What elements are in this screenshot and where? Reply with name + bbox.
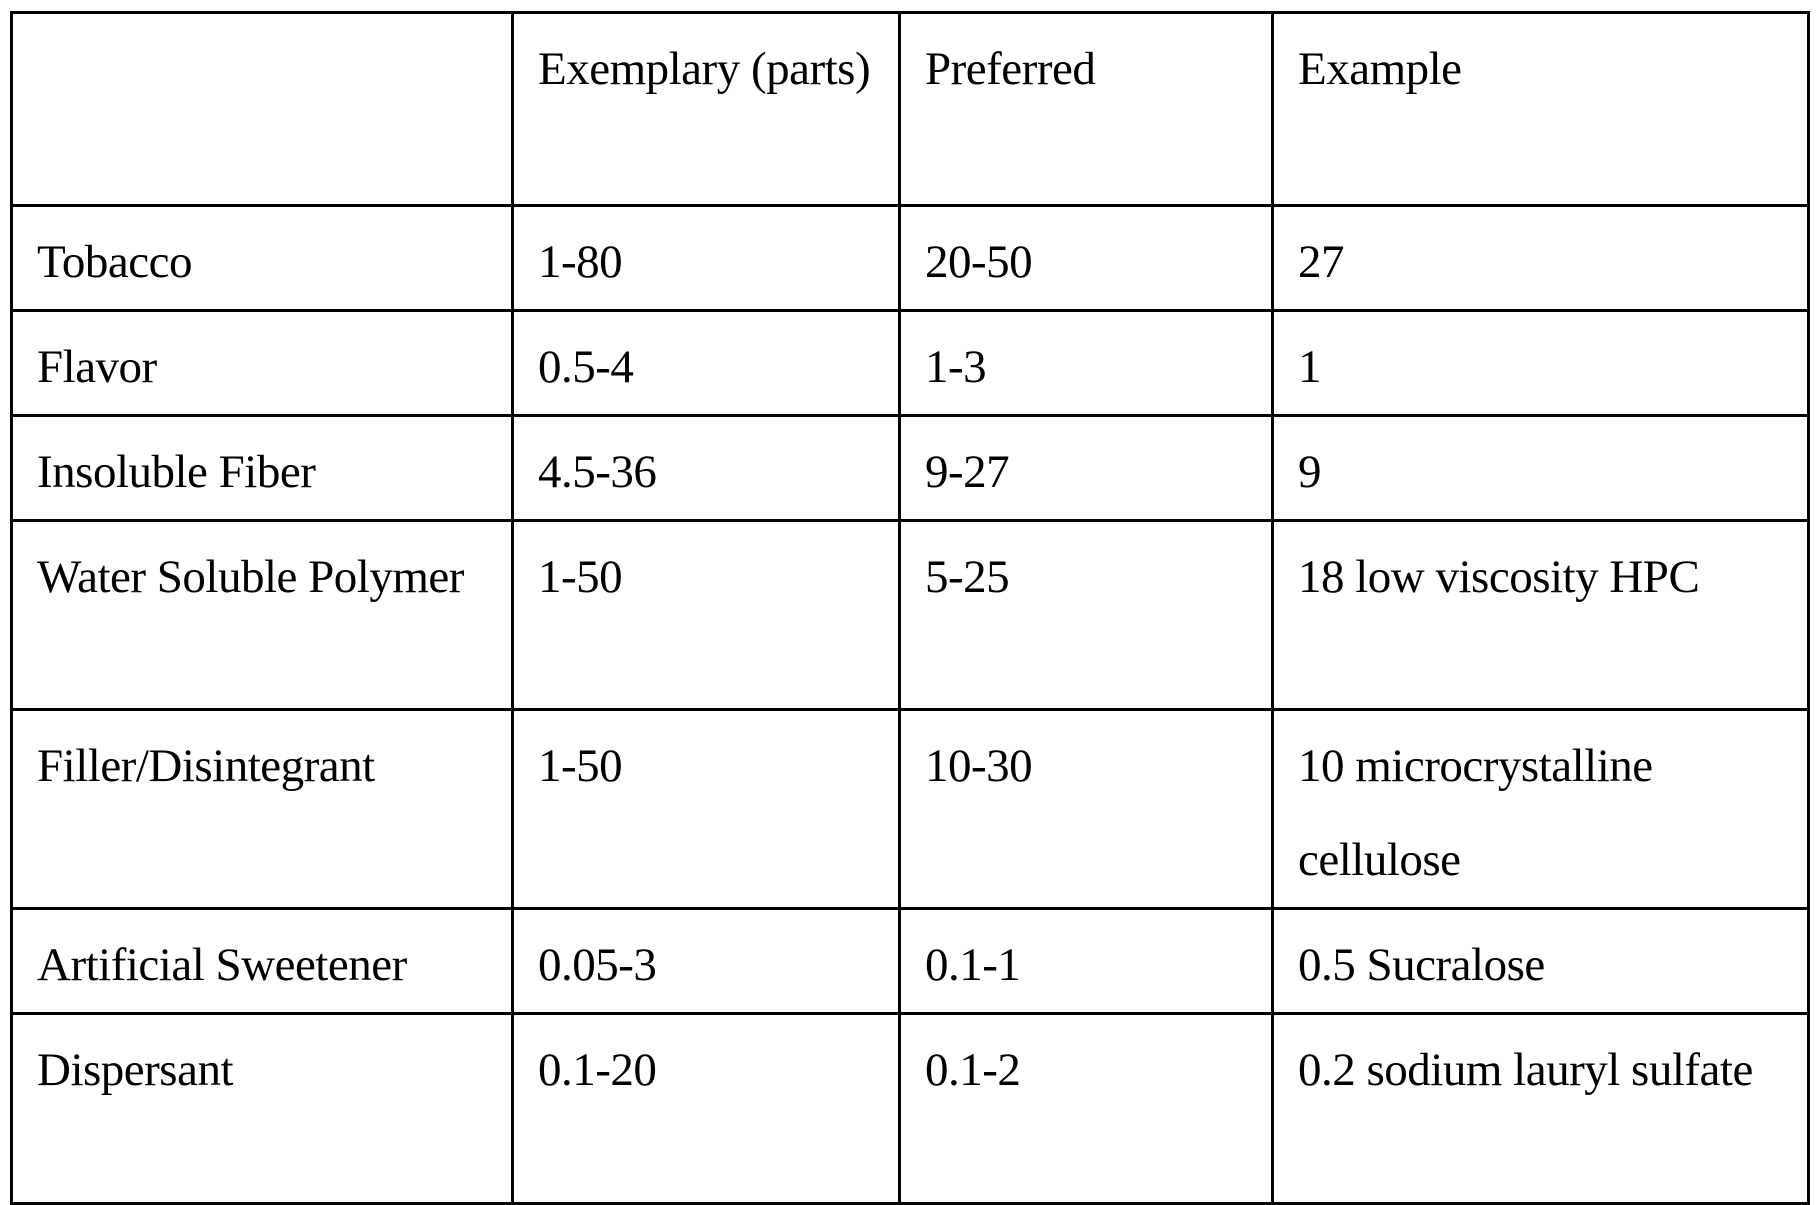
header-cell-example: Example (1271, 11, 1810, 207)
table-row: Artificial Sweetener 0.05-3 0.1-1 0.5 Su… (10, 907, 1810, 1015)
cell-example: 27 (1271, 204, 1810, 312)
cell-component: Dispersant (10, 1012, 514, 1205)
cell-preferred: 5-25 (898, 519, 1274, 711)
table-row: Dispersant 0.1-20 0.1-2 0.2 sodium laury… (10, 1012, 1810, 1205)
cell-exemplary: 0.5-4 (511, 309, 901, 417)
table-header-row: Exemplary (parts) Preferred Example (10, 11, 1810, 207)
cell-exemplary: 1-50 (511, 519, 901, 711)
cell-exemplary: 4.5-36 (511, 414, 901, 522)
cell-example: 18 low viscosity HPC (1271, 519, 1810, 711)
cell-component: Insoluble Fiber (10, 414, 514, 522)
cell-preferred: 1-3 (898, 309, 1274, 417)
table-row: Insoluble Fiber 4.5-36 9-27 9 (10, 414, 1810, 522)
cell-exemplary: 0.1-20 (511, 1012, 901, 1205)
cell-preferred: 10-30 (898, 708, 1274, 910)
cell-preferred: 0.1-2 (898, 1012, 1274, 1205)
cell-example: 0.5 Sucralose (1271, 907, 1810, 1015)
cell-example: 10 microcrystalline cellulose (1271, 708, 1810, 910)
table-row: Filler/Disintegrant 1-50 10-30 10 microc… (10, 708, 1810, 910)
header-cell-preferred: Preferred (898, 11, 1274, 207)
cell-exemplary: 0.05-3 (511, 907, 901, 1015)
cell-exemplary: 1-50 (511, 708, 901, 910)
cell-exemplary: 1-80 (511, 204, 901, 312)
composition-table: Exemplary (parts) Preferred Example Toba… (10, 11, 1810, 1205)
header-cell-component (10, 11, 514, 207)
cell-component: Water Soluble Polymer (10, 519, 514, 711)
table-row: Tobacco 1-80 20-50 27 (10, 204, 1810, 312)
cell-component: Flavor (10, 309, 514, 417)
cell-example: 0.2 sodium lauryl sulfate (1271, 1012, 1810, 1205)
cell-example: 1 (1271, 309, 1810, 417)
cell-preferred: 20-50 (898, 204, 1274, 312)
cell-component: Filler/Disintegrant (10, 708, 514, 910)
table-row: Water Soluble Polymer 1-50 5-25 18 low v… (10, 519, 1810, 711)
cell-preferred: 9-27 (898, 414, 1274, 522)
cell-example: 9 (1271, 414, 1810, 522)
cell-component: Tobacco (10, 204, 514, 312)
header-cell-exemplary: Exemplary (parts) (511, 11, 901, 207)
cell-preferred: 0.1-1 (898, 907, 1274, 1015)
cell-component: Artificial Sweetener (10, 907, 514, 1015)
table-row: Flavor 0.5-4 1-3 1 (10, 309, 1810, 417)
